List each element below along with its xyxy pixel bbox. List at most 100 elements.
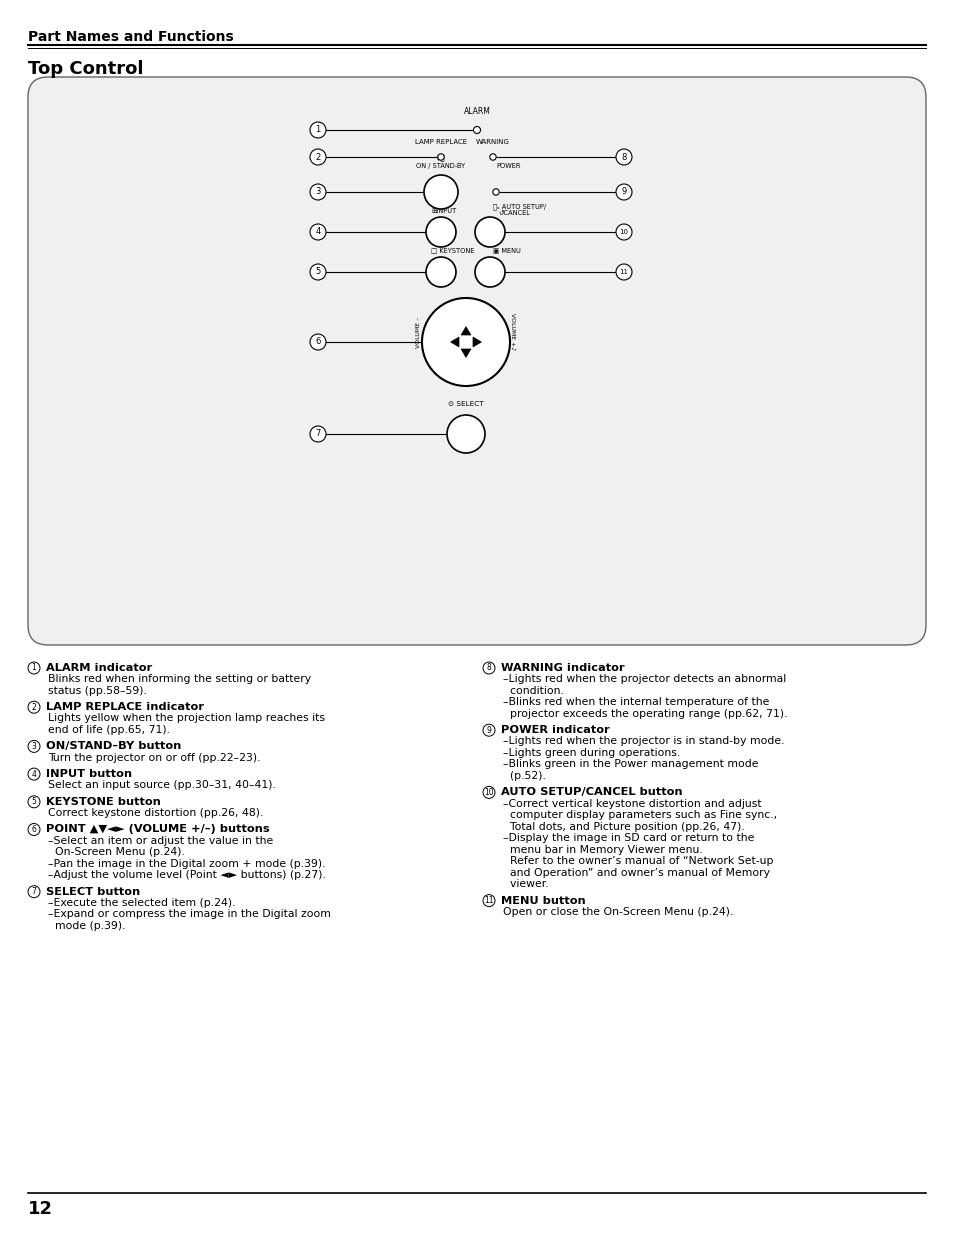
Text: 11: 11	[484, 897, 494, 905]
Text: 6: 6	[31, 825, 36, 834]
Text: 12: 12	[28, 1200, 53, 1218]
Circle shape	[28, 795, 40, 808]
Text: POINT ▲▼◄► (VOLUME +/–) buttons: POINT ▲▼◄► (VOLUME +/–) buttons	[46, 825, 270, 835]
Circle shape	[28, 701, 40, 713]
Text: Total dots, and Picture position (pp.26, 47).: Total dots, and Picture position (pp.26,…	[502, 821, 744, 831]
Circle shape	[616, 224, 631, 240]
Text: –Adjust the volume level (Point ◄► buttons) (p.27).: –Adjust the volume level (Point ◄► butto…	[48, 871, 326, 881]
Circle shape	[28, 885, 40, 898]
Text: ▣ MENU: ▣ MENU	[493, 247, 520, 253]
Text: Open or close the On-Screen Menu (p.24).: Open or close the On-Screen Menu (p.24).	[502, 906, 733, 916]
Text: 2: 2	[315, 152, 320, 162]
FancyBboxPatch shape	[28, 77, 925, 645]
Polygon shape	[450, 337, 458, 347]
Text: –Pan the image in the Digital zoom + mode (p.39).: –Pan the image in the Digital zoom + mod…	[48, 858, 325, 868]
Text: 1: 1	[315, 126, 320, 135]
Text: WARNING indicator: WARNING indicator	[500, 663, 624, 673]
Text: On-Screen Menu (p.24).: On-Screen Menu (p.24).	[48, 847, 185, 857]
Text: 10: 10	[618, 228, 628, 235]
Text: 4: 4	[315, 227, 320, 236]
Circle shape	[310, 224, 326, 240]
Circle shape	[616, 184, 631, 200]
Text: LAMP REPLACE indicator: LAMP REPLACE indicator	[46, 703, 204, 713]
Text: 5: 5	[315, 268, 320, 277]
Text: 3: 3	[315, 188, 320, 196]
Text: –Blinks green in the Power management mode: –Blinks green in the Power management mo…	[502, 760, 758, 769]
Circle shape	[493, 189, 498, 195]
Text: –Expand or compress the image in the Digital zoom: –Expand or compress the image in the Dig…	[48, 909, 331, 919]
Text: MENU button: MENU button	[500, 895, 585, 905]
Circle shape	[482, 662, 495, 674]
Polygon shape	[473, 337, 481, 347]
Text: 1: 1	[31, 663, 36, 673]
Text: ON/STAND–BY button: ON/STAND–BY button	[46, 741, 181, 751]
Text: VOLUME +♪: VOLUME +♪	[510, 314, 515, 351]
Text: Part Names and Functions: Part Names and Functions	[28, 30, 233, 44]
Text: 11: 11	[618, 269, 628, 275]
Circle shape	[475, 217, 504, 247]
Circle shape	[616, 149, 631, 165]
Text: condition.: condition.	[502, 685, 563, 695]
Text: 4: 4	[31, 769, 36, 778]
Text: I/⌛: I/⌛	[436, 154, 445, 161]
Circle shape	[310, 122, 326, 138]
Circle shape	[28, 741, 40, 752]
Text: –Correct vertical keystone distortion and adjust: –Correct vertical keystone distortion an…	[502, 799, 760, 809]
Circle shape	[310, 426, 326, 442]
Text: Top Control: Top Control	[28, 61, 143, 78]
Circle shape	[28, 824, 40, 836]
Text: ALARM: ALARM	[463, 107, 490, 116]
Text: 9: 9	[620, 188, 626, 196]
Circle shape	[437, 154, 444, 161]
Circle shape	[482, 787, 495, 798]
Text: 2: 2	[31, 703, 36, 711]
Circle shape	[426, 217, 456, 247]
Circle shape	[28, 768, 40, 781]
Text: ↺CANCEL: ↺CANCEL	[497, 210, 529, 216]
Text: POWER: POWER	[496, 163, 520, 169]
Text: KEYSTONE button: KEYSTONE button	[46, 797, 161, 806]
Circle shape	[310, 333, 326, 350]
Circle shape	[489, 154, 496, 161]
Text: LAMP REPLACE: LAMP REPLACE	[415, 140, 467, 144]
Circle shape	[447, 415, 484, 453]
Text: Select an input source (pp.30–31, 40–41).: Select an input source (pp.30–31, 40–41)…	[48, 781, 275, 790]
Text: ⊙ SELECT: ⊙ SELECT	[448, 401, 483, 408]
Circle shape	[28, 662, 40, 674]
Text: computer display parameters such as Fine sync.,: computer display parameters such as Fine…	[502, 810, 777, 820]
Circle shape	[310, 264, 326, 280]
Text: AUTO SETUP/CANCEL button: AUTO SETUP/CANCEL button	[500, 788, 682, 798]
Text: mode (p.39).: mode (p.39).	[48, 921, 126, 931]
Text: Blinks red when informing the setting or battery: Blinks red when informing the setting or…	[48, 674, 311, 684]
Circle shape	[475, 257, 504, 287]
Text: VOLUME –: VOLUME –	[416, 316, 421, 347]
Text: projector exceeds the operating range (pp.62, 71).: projector exceeds the operating range (p…	[502, 709, 786, 719]
Text: viewer.: viewer.	[502, 879, 548, 889]
Text: 7: 7	[31, 887, 36, 897]
Text: POWER indicator: POWER indicator	[500, 725, 609, 735]
Text: ALARM indicator: ALARM indicator	[46, 663, 152, 673]
Text: –Display the image in SD card or return to the: –Display the image in SD card or return …	[502, 834, 754, 844]
Polygon shape	[460, 326, 471, 335]
Text: 8: 8	[620, 152, 626, 162]
Text: ON / STAND-BY: ON / STAND-BY	[416, 163, 465, 169]
Text: Refer to the owner’s manual of “Network Set-up: Refer to the owner’s manual of “Network …	[502, 856, 773, 866]
Text: –Blinks red when the internal temperature of the: –Blinks red when the internal temperatur…	[502, 698, 768, 708]
Circle shape	[423, 175, 457, 209]
Text: ⊞INPUT: ⊞INPUT	[431, 207, 456, 214]
Text: 8: 8	[486, 663, 491, 673]
Text: status (pp.58–59).: status (pp.58–59).	[48, 685, 147, 695]
Circle shape	[482, 894, 495, 906]
Text: □ KEYSTONE: □ KEYSTONE	[431, 247, 474, 253]
Text: Lights yellow when the projection lamp reaches its: Lights yellow when the projection lamp r…	[48, 714, 325, 724]
Text: SELECT button: SELECT button	[46, 887, 140, 897]
Text: Turn the projector on or off (pp.22–23).: Turn the projector on or off (pp.22–23).	[48, 752, 260, 762]
Circle shape	[616, 264, 631, 280]
Circle shape	[421, 298, 510, 387]
Text: menu bar in Memory Viewer menu.: menu bar in Memory Viewer menu.	[502, 845, 702, 855]
Circle shape	[426, 257, 456, 287]
Text: INPUT button: INPUT button	[46, 769, 132, 779]
Text: 10: 10	[484, 788, 494, 797]
Circle shape	[473, 126, 480, 133]
Text: –Select an item or adjust the value in the: –Select an item or adjust the value in t…	[48, 836, 273, 846]
